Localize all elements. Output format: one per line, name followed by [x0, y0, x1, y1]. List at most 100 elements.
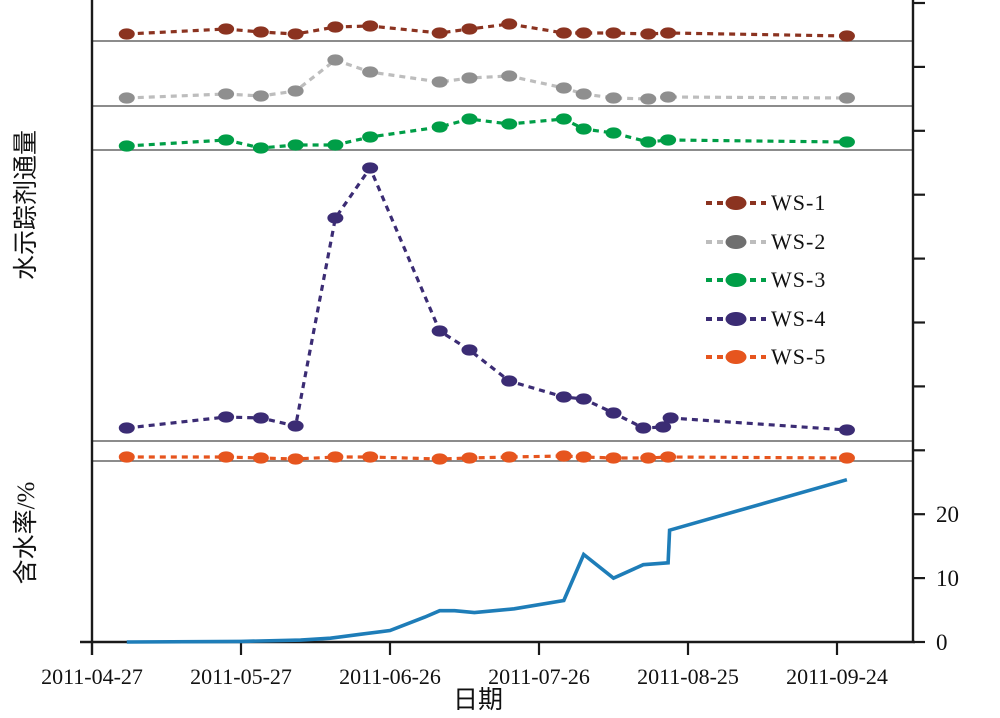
series-marker-WS-2 [838, 92, 855, 104]
series-marker-WS-4 [362, 162, 379, 174]
series-marker-WS-3 [660, 134, 677, 146]
ellipse-marker-icon [725, 350, 747, 365]
series-marker-WS-1 [640, 28, 657, 40]
series-marker-WS-1 [118, 28, 135, 40]
legend-label-ws5: WS-5 [771, 344, 827, 370]
x-axis-title: 日期 [453, 687, 503, 714]
series-marker-WS-3 [118, 140, 135, 152]
series-marker-WS-4 [555, 391, 572, 403]
series-marker-WS-2 [461, 72, 478, 84]
series-marker-WS-5 [575, 451, 592, 463]
series-marker-WS-2 [575, 88, 592, 100]
legend-swatch-ws4 [706, 311, 766, 327]
series-marker-WS-5 [660, 451, 677, 463]
series-marker-WS-1 [461, 23, 478, 35]
series-marker-WS-3 [252, 142, 269, 154]
legend-item-ws5: WS-5 [706, 338, 826, 377]
series-marker-WS-5 [501, 451, 518, 463]
y-left-bottom-title: 含水率/% [12, 482, 40, 585]
series-marker-WS-5 [640, 452, 657, 464]
series-marker-WS-3 [640, 136, 657, 148]
series-marker-WS-1 [287, 28, 304, 40]
series-marker-WS-2 [218, 88, 235, 100]
series-line-WS-2 [126, 58, 847, 101]
series-marker-WS-1 [605, 27, 622, 39]
x-tick-label: 2011-08-25 [637, 664, 739, 689]
series-marker-WS-1 [555, 27, 572, 39]
series-marker-WS-3 [838, 136, 855, 148]
x-tick-label: 2011-04-27 [41, 664, 143, 689]
series-marker-WS-5 [555, 450, 572, 462]
series-marker-WS-2 [605, 92, 622, 104]
series-marker-WS-3 [501, 118, 518, 130]
series-line-含水率 [126, 477, 848, 644]
legend-label-ws2: WS-2 [771, 228, 827, 254]
series-marker-WS-4 [252, 412, 269, 424]
y-left-top-title: 水示踪剂通量 [12, 130, 40, 280]
series-marker-WS-4 [501, 375, 518, 387]
series-marker-WS-3 [218, 134, 235, 146]
series-marker-WS-5 [362, 451, 379, 463]
series-line-WS-3 [126, 117, 847, 150]
series-marker-WS-2 [287, 85, 304, 97]
legend-swatch-ws3 [706, 272, 766, 288]
ellipse-marker-icon [725, 311, 747, 326]
x-tick-label: 2011-06-26 [339, 664, 441, 689]
series-marker-WS-2 [555, 82, 572, 94]
series-line-WS-5 [126, 454, 847, 461]
series-marker-WS-1 [660, 27, 677, 39]
series-marker-WS-2 [252, 90, 269, 102]
series-marker-WS-5 [327, 451, 344, 463]
series-marker-WS-3 [575, 123, 592, 135]
series-marker-WS-3 [555, 113, 572, 125]
series-marker-WS-4 [218, 411, 235, 423]
series-marker-WS-5 [252, 452, 269, 464]
series-marker-WS-2 [431, 76, 448, 88]
legend-label-ws1: WS-1 [771, 190, 827, 216]
series-marker-WS-4 [461, 344, 478, 356]
series-marker-WS-4 [605, 407, 622, 419]
series-marker-WS-2 [640, 93, 657, 105]
series-line-WS-1 [126, 22, 847, 38]
x-tick-label: 2011-05-27 [190, 664, 292, 689]
legend-item-ws4: WS-4 [706, 300, 826, 339]
legend-item-ws3: WS-3 [706, 261, 826, 300]
series-marker-WS-3 [287, 139, 304, 151]
series-marker-WS-5 [605, 452, 622, 464]
series-marker-WS-5 [118, 451, 135, 463]
series-marker-WS-5 [218, 451, 235, 463]
series-marker-WS-1 [327, 21, 344, 33]
right-axis-label: 20 [936, 502, 959, 527]
series-marker-WS-3 [605, 127, 622, 139]
series-marker-WS-1 [252, 26, 269, 38]
series-marker-WS-4 [838, 424, 855, 436]
series-marker-WS-4 [655, 421, 672, 433]
ellipse-marker-icon [725, 196, 747, 211]
series-marker-WS-4 [662, 412, 679, 424]
series-marker-WS-2 [501, 70, 518, 82]
series-marker-WS-1 [838, 30, 855, 42]
series-marker-WS-2 [327, 54, 344, 66]
legend-swatch-ws1 [706, 195, 766, 211]
series-marker-WS-3 [362, 131, 379, 143]
series-marker-WS-5 [287, 453, 304, 465]
series-marker-WS-4 [287, 420, 304, 432]
ellipse-marker-icon [725, 234, 747, 249]
series-marker-WS-3 [431, 121, 448, 133]
x-tick-label: 2011-09-24 [786, 664, 888, 689]
series-marker-WS-4 [327, 212, 344, 224]
series-marker-WS-2 [118, 92, 135, 104]
legend-item-ws2: WS-2 [706, 223, 826, 262]
series-marker-WS-1 [431, 27, 448, 39]
series-marker-WS-1 [501, 18, 518, 30]
series-marker-WS-5 [838, 452, 855, 464]
legend-swatch-ws5 [706, 349, 766, 365]
right-axis-label: 0 [936, 630, 948, 655]
series-marker-WS-3 [461, 113, 478, 125]
legend-label-ws3: WS-3 [771, 267, 827, 293]
series-marker-WS-4 [635, 422, 652, 434]
ellipse-marker-icon [725, 273, 747, 288]
series-marker-WS-5 [461, 452, 478, 464]
